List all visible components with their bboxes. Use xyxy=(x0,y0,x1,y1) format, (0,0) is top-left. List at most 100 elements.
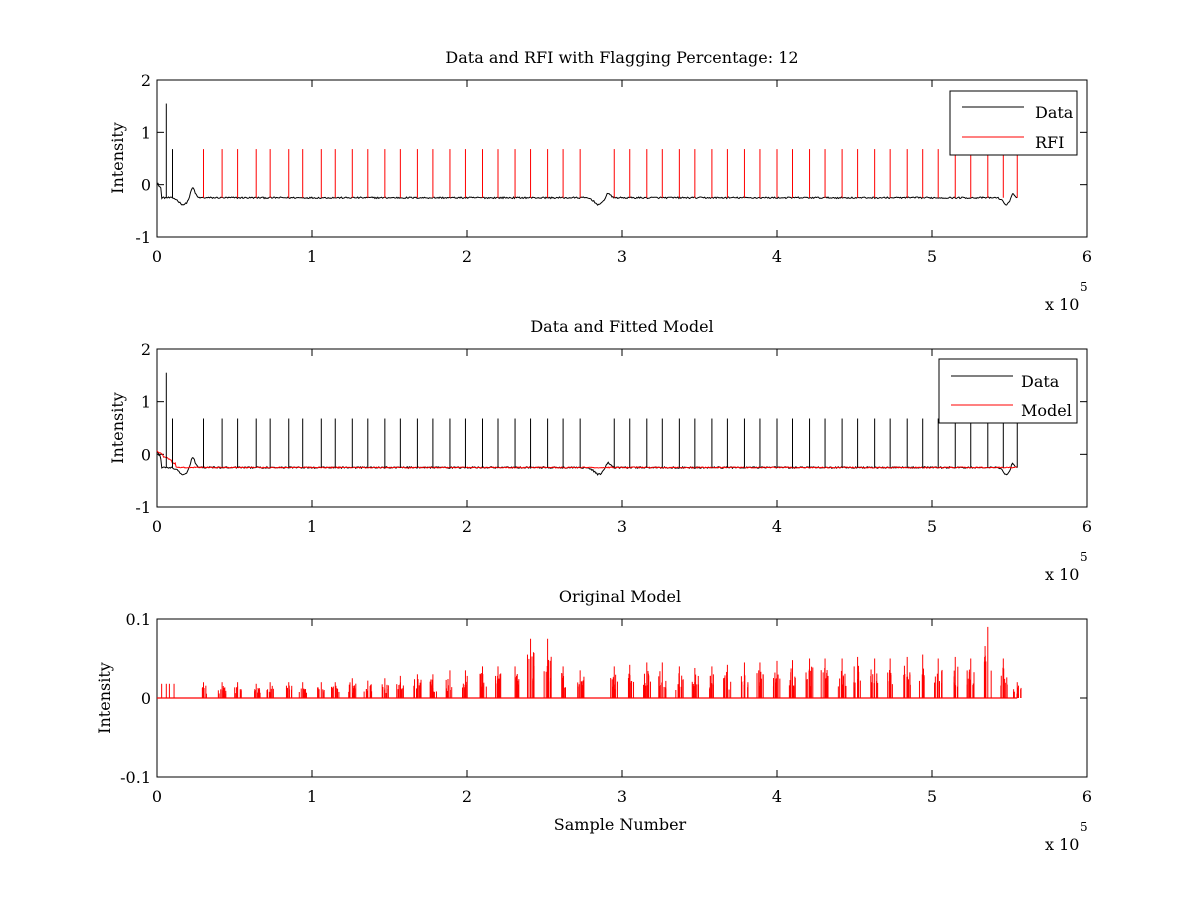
y-ticks: -1 0 1 2 xyxy=(135,340,1087,517)
model-cluster xyxy=(330,682,340,698)
model-cluster xyxy=(543,638,552,698)
model-cluster xyxy=(772,660,781,698)
y-tick-label: 0 xyxy=(141,689,151,708)
plot-area xyxy=(156,372,1018,476)
model-cluster xyxy=(903,656,911,698)
model-cluster xyxy=(495,666,502,698)
model-cluster xyxy=(429,674,437,698)
panel-title: Data and Fitted Model xyxy=(530,317,713,336)
model-trace xyxy=(156,450,1018,469)
model-cluster xyxy=(691,667,699,698)
x-tick-label: 6 xyxy=(1082,247,1092,266)
y-ticks: -0.1 0 0.1 xyxy=(120,610,1087,787)
legend-label-model: Model xyxy=(1021,401,1072,420)
model-cluster xyxy=(1000,658,1008,698)
model-cluster xyxy=(561,666,567,698)
model-cluster xyxy=(381,678,389,698)
model-cluster xyxy=(577,670,585,698)
y-tick-label: 2 xyxy=(141,340,151,359)
x-exponent-base: x 10 xyxy=(1045,565,1079,584)
model-cluster xyxy=(870,658,879,698)
model-cluster xyxy=(934,658,943,698)
plot-area xyxy=(157,626,1022,699)
model-cluster xyxy=(658,662,667,698)
model-cluster xyxy=(217,682,227,698)
x-tick-label: 0 xyxy=(152,787,162,806)
y-tick-label: 2 xyxy=(141,71,151,90)
model-cluster xyxy=(413,674,422,698)
legend-label-data: Data xyxy=(1021,372,1060,391)
legend: Data RFI xyxy=(949,90,1078,156)
plot-area xyxy=(157,103,1018,206)
x-exponent-power: 5 xyxy=(1080,550,1088,564)
model-cluster xyxy=(201,682,207,698)
y-tick-label: 0 xyxy=(141,176,151,195)
panel-rfi: Data and RFI with Flagging Percentage: 1… xyxy=(108,48,1092,314)
y-tick-label: -1 xyxy=(135,498,151,517)
model-cluster xyxy=(1013,682,1022,698)
model-cluster xyxy=(887,658,893,698)
x-tick-label: 5 xyxy=(927,787,937,806)
model-cluster xyxy=(627,664,635,698)
model-cluster xyxy=(675,666,684,698)
legend: Data Model xyxy=(938,358,1078,424)
x-tick-label: 5 xyxy=(927,247,937,266)
y-tick-label: -0.1 xyxy=(120,768,151,787)
y-tick-label: -1 xyxy=(135,228,151,247)
legend-label-data: Data xyxy=(1035,103,1074,122)
x-exponent-power: 5 xyxy=(1080,820,1088,834)
model-cluster xyxy=(317,682,325,698)
model-cluster xyxy=(234,682,242,698)
legend-label-rfi: RFI xyxy=(1035,133,1064,152)
x-tick-label: 4 xyxy=(772,517,782,536)
model-cluster xyxy=(953,656,959,698)
legend-box xyxy=(949,90,1078,156)
y-axis-label: Intensity xyxy=(95,662,114,734)
x-tick-label: 2 xyxy=(462,787,472,806)
model-cluster xyxy=(723,664,732,698)
x-tick-label: 2 xyxy=(462,247,472,266)
x-tick-label: 1 xyxy=(307,787,317,806)
y-ticks: -1 0 1 2 xyxy=(135,71,1087,247)
x-tick-label: 2 xyxy=(462,517,472,536)
y-tick-label: 1 xyxy=(141,393,151,412)
y-tick-label: 0.1 xyxy=(126,610,151,629)
x-tick-label: 6 xyxy=(1082,787,1092,806)
y-axis-label: Intensity xyxy=(108,392,127,464)
model-cluster xyxy=(285,682,293,698)
model-cluster xyxy=(348,678,357,698)
x-tick-label: 5 xyxy=(927,517,937,536)
x-ticks: 0 1 2 3 4 5 6 xyxy=(152,80,1092,266)
panel-original-model: Original Model Intensity Sample Number 0… xyxy=(95,587,1092,854)
panel-title: Original Model xyxy=(559,587,681,606)
x-ticks: 0 1 2 3 4 5 6 xyxy=(152,619,1092,806)
model-cluster xyxy=(820,658,829,698)
model-cluster xyxy=(918,654,925,698)
model-cluster xyxy=(363,680,373,698)
x-exponent-power: 5 xyxy=(1080,280,1088,294)
x-tick-label: 3 xyxy=(617,247,627,266)
model-cluster xyxy=(396,675,404,698)
x-tick-label: 6 xyxy=(1082,517,1092,536)
model-cluster xyxy=(479,666,487,698)
y-tick-label: 1 xyxy=(141,123,151,142)
y-axis-label: Intensity xyxy=(108,122,127,194)
x-axis-label: Sample Number xyxy=(554,815,687,834)
model-cluster xyxy=(709,666,714,698)
model-cluster xyxy=(266,682,274,698)
model-cluster xyxy=(445,670,453,698)
model-cluster xyxy=(461,670,468,698)
x-tick-label: 1 xyxy=(307,247,317,266)
model-cluster xyxy=(610,666,618,698)
model-cluster xyxy=(756,662,764,698)
model-cluster xyxy=(853,656,861,698)
x-tick-label: 3 xyxy=(617,787,627,806)
data-trace xyxy=(157,182,1018,206)
x-exponent-base: x 10 xyxy=(1045,295,1079,314)
model-cluster xyxy=(788,660,796,698)
x-tick-label: 4 xyxy=(772,787,782,806)
x-ticks: 0 1 2 3 4 5 6 xyxy=(152,349,1092,536)
x-tick-label: 3 xyxy=(617,517,627,536)
